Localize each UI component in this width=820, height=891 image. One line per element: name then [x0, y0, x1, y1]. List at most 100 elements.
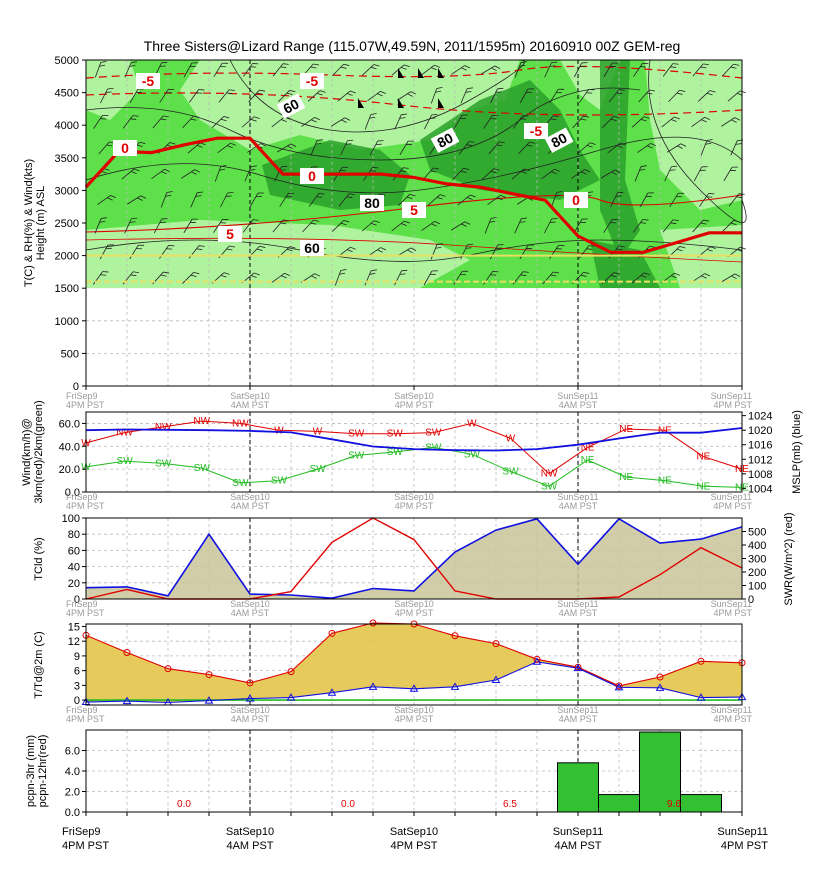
wind-barb-flag: [431, 67, 437, 71]
wind-barb-flag: [100, 274, 107, 276]
precip-12hr-total: 6.5: [503, 799, 517, 810]
tick-label-time: 4PM PST: [66, 714, 105, 724]
wind-barb-shaft: [241, 116, 255, 128]
x-tick-label-day: SunSep11: [553, 826, 604, 838]
wind-barb-flag: [499, 141, 505, 144]
y-tick-label-right: 1020: [748, 425, 772, 437]
wind-barb: [603, 218, 619, 233]
wind-barb: [430, 86, 443, 104]
wind-barb-flag: [439, 194, 446, 197]
wind-barb-flag: [489, 220, 496, 223]
contour-label: 60: [280, 95, 301, 117]
wind-barb-flag: [429, 117, 436, 119]
wind-barb-shaft: [331, 117, 345, 127]
contour-label: 0: [308, 168, 316, 184]
y-tick-label: 2000: [55, 251, 79, 263]
wind-direction-label: NW: [155, 422, 172, 433]
wind-barb-flag: [166, 191, 173, 193]
wind-barb: [722, 219, 740, 232]
wind-barb: [279, 192, 295, 207]
wind-barb: [127, 195, 147, 205]
wind-barb-flag: [579, 222, 586, 223]
wind-barb-shaft: [518, 141, 530, 155]
wind-barb-flag: [587, 191, 593, 194]
wind-barb: [577, 142, 596, 154]
wind-barb-flag: [107, 88, 114, 90]
wind-barb-shaft: [93, 115, 103, 129]
wind-barb: [249, 192, 264, 208]
wind-barb: [214, 164, 227, 182]
wind-barb-flag: [491, 67, 497, 72]
wind-barb: [190, 191, 204, 208]
wind-barb-flag: [220, 118, 227, 122]
wind-barb-shaft: [730, 140, 738, 156]
wind-barb-flag: [709, 246, 716, 249]
wind-direction-label: SW: [541, 481, 558, 492]
wind-barb: [697, 90, 716, 102]
wind-barb-shaft: [337, 90, 351, 102]
wind-barb-shaft: [541, 168, 555, 180]
wind-barb: [720, 273, 741, 283]
tick-label-day: FriSep9: [66, 391, 98, 401]
wind-barb-flag: [227, 145, 233, 149]
wind-barb: [723, 166, 738, 182]
wind-barb-flag: [340, 222, 347, 226]
wind-barb: [369, 140, 384, 156]
wind-direction-label: SW: [232, 478, 249, 489]
wind-barb-flag: [250, 222, 257, 224]
wind-barb-shaft: [700, 140, 708, 156]
wind-barb-flag: [310, 222, 317, 225]
wind-barb-flag: [610, 66, 616, 67]
wind-barb-flag: [553, 271, 560, 274]
wind-barb-shaft: [248, 89, 260, 103]
wind-barb-flag: [350, 90, 356, 94]
y-tick-label-right: 1008: [748, 469, 772, 481]
wind-barb-flag: [196, 248, 203, 250]
wind-barb: [92, 271, 109, 285]
wind-barb-flag: [706, 92, 713, 96]
wind-barb-flag: [402, 167, 409, 169]
y-axis-title-right: MSLP(mb) (blue): [791, 410, 803, 494]
wind-barb-flag: [347, 139, 354, 142]
wind-barb-shaft: [608, 89, 620, 103]
wind-barb: [398, 193, 416, 206]
wind-barb-flag: [672, 219, 679, 221]
wind-barb-flag: [556, 92, 562, 94]
wind-barb-flag: [589, 142, 596, 145]
wind-barb-flag: [346, 93, 353, 96]
wind-barb: [544, 218, 558, 234]
wind-barb-shaft: [514, 218, 522, 234]
wind-barb-flag: [377, 249, 383, 253]
wind-barb-flag: [102, 271, 109, 273]
wind-pennant: [358, 98, 364, 108]
y-tick-label: 4000: [55, 120, 79, 132]
wind-barb-flag: [282, 63, 289, 65]
precip-bar: [680, 794, 722, 813]
wind-barb-shaft: [152, 115, 164, 129]
tick-label-day: SatSep10: [394, 492, 434, 502]
wind-barb-flag: [134, 168, 140, 172]
wind-barb-shaft: [662, 63, 674, 77]
wind-barb: [331, 220, 350, 232]
wind-barb-shaft: [308, 193, 320, 207]
wind-barb-flag: [610, 222, 617, 224]
wind-barb-flag: [581, 171, 587, 175]
wind-barb-flag: [350, 246, 356, 250]
dewpoint-point: [532, 657, 542, 665]
y-tick-label: 0.0: [65, 487, 80, 499]
y-tick-label: 40: [68, 562, 80, 574]
wind-barb-shaft: [637, 143, 651, 153]
wind-barb-flag: [160, 118, 167, 121]
series-3km-line: [85, 420, 743, 475]
wind-barb-shaft: [121, 168, 135, 180]
wind-barb-flag: [732, 166, 738, 168]
wind-barb: [480, 65, 501, 75]
wind-barb-flag: [343, 63, 350, 66]
wind-barb-flag: [370, 170, 377, 172]
wind-barb-flag: [222, 218, 229, 221]
wind-barb-flag: [704, 116, 710, 120]
wind-barb-shaft: [727, 90, 741, 102]
y-axis-title: TCld (%): [33, 537, 45, 580]
tick-label-time: 4PM PST: [395, 501, 434, 511]
temperature-point: [656, 673, 664, 681]
